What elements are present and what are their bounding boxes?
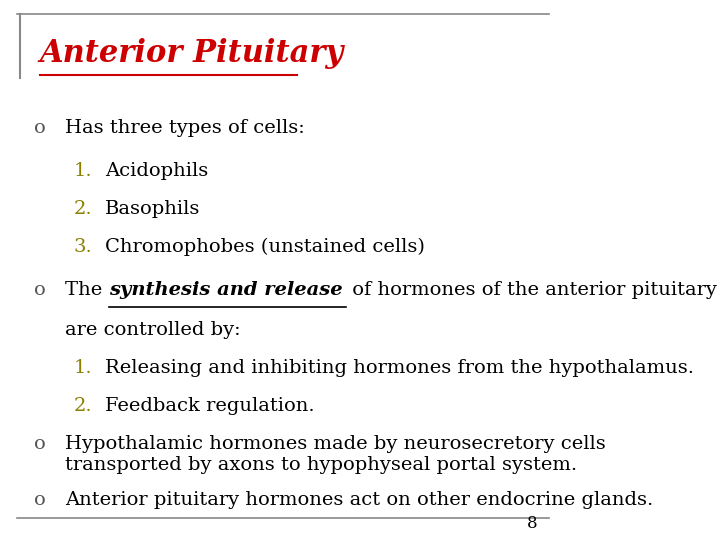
Text: 1.: 1. xyxy=(73,162,92,180)
Text: Hypothalamic hormones made by neurosecretory cells
transported by axons to hypop: Hypothalamic hormones made by neurosecre… xyxy=(65,435,606,474)
Text: Releasing and inhibiting hormones from the hypothalamus.: Releasing and inhibiting hormones from t… xyxy=(104,359,693,377)
Text: synthesis and release: synthesis and release xyxy=(109,281,343,299)
Text: o: o xyxy=(34,435,45,453)
Text: Anterior Pituitary: Anterior Pituitary xyxy=(40,38,344,69)
Text: Anterior pituitary hormones act on other endocrine glands.: Anterior pituitary hormones act on other… xyxy=(65,491,653,509)
Text: o: o xyxy=(34,491,45,509)
Text: 2.: 2. xyxy=(73,397,92,415)
Text: Chromophobes (unstained cells): Chromophobes (unstained cells) xyxy=(104,238,425,256)
Text: Acidophils: Acidophils xyxy=(104,162,208,180)
Text: o: o xyxy=(34,119,45,137)
Text: Has three types of cells:: Has three types of cells: xyxy=(65,119,305,137)
Text: are controlled by:: are controlled by: xyxy=(65,321,240,339)
Text: 1.: 1. xyxy=(73,359,92,377)
Text: Basophils: Basophils xyxy=(104,200,200,218)
Text: Feedback regulation.: Feedback regulation. xyxy=(104,397,315,415)
Text: The: The xyxy=(65,281,109,299)
Text: o: o xyxy=(34,281,45,299)
Text: 2.: 2. xyxy=(73,200,92,218)
Text: 8: 8 xyxy=(527,515,538,532)
Text: of hormones of the anterior pituitary: of hormones of the anterior pituitary xyxy=(346,281,717,299)
Text: 3.: 3. xyxy=(73,238,92,255)
